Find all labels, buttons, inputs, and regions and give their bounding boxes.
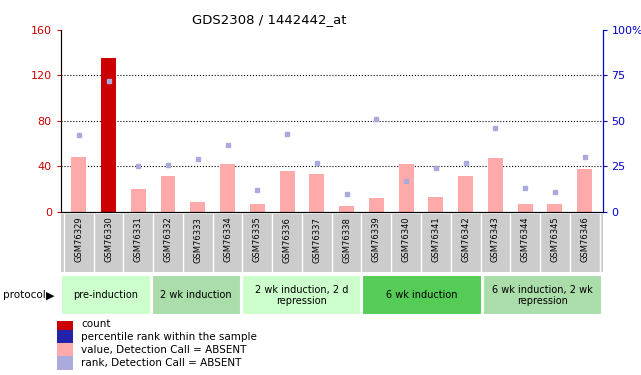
Text: protocol: protocol [3, 290, 46, 300]
Text: GSM76333: GSM76333 [194, 217, 203, 262]
Text: GSM76340: GSM76340 [402, 217, 411, 262]
Text: GSM76343: GSM76343 [491, 217, 500, 262]
Text: GSM76344: GSM76344 [520, 217, 529, 262]
Text: GDS2308 / 1442442_at: GDS2308 / 1442442_at [192, 13, 347, 26]
Bar [152, 276, 241, 315]
Text: GSM76335: GSM76335 [253, 217, 262, 262]
Bar [483, 276, 602, 315]
Bar [57, 356, 72, 370]
Bar [458, 176, 473, 212]
Text: pre-induction: pre-induction [74, 290, 138, 300]
Bar [220, 164, 235, 212]
Bar [369, 198, 384, 212]
Text: GSM76331: GSM76331 [134, 217, 143, 262]
Text: GSM76334: GSM76334 [223, 217, 232, 262]
Bar [488, 159, 503, 212]
Bar [362, 276, 481, 315]
Bar [71, 158, 86, 212]
Text: GSM76339: GSM76339 [372, 217, 381, 262]
Text: GSM76329: GSM76329 [74, 217, 83, 262]
Bar [518, 204, 533, 212]
Text: GSM76336: GSM76336 [283, 217, 292, 262]
Bar [242, 276, 362, 315]
Text: rank, Detection Call = ABSENT: rank, Detection Call = ABSENT [81, 358, 242, 368]
Text: GSM76345: GSM76345 [551, 217, 560, 262]
Bar [399, 164, 413, 212]
Text: 2 wk induction: 2 wk induction [160, 290, 232, 300]
Bar [131, 189, 146, 212]
Bar [339, 206, 354, 212]
Bar [57, 343, 72, 357]
Text: value, Detection Call = ABSENT: value, Detection Call = ABSENT [81, 345, 247, 355]
Text: percentile rank within the sample: percentile rank within the sample [81, 332, 257, 342]
Bar [250, 204, 265, 212]
Bar [57, 330, 72, 344]
Bar [547, 204, 562, 212]
Text: count: count [81, 319, 111, 328]
Bar [57, 316, 72, 331]
Text: 6 wk induction: 6 wk induction [387, 290, 458, 300]
Bar [428, 197, 444, 212]
Bar [578, 169, 592, 212]
Text: GSM76332: GSM76332 [163, 217, 172, 262]
Text: GSM76346: GSM76346 [580, 217, 589, 262]
Text: GSM76342: GSM76342 [461, 217, 470, 262]
Bar [279, 171, 294, 212]
Text: GSM76330: GSM76330 [104, 217, 113, 262]
Text: GSM76337: GSM76337 [312, 217, 321, 262]
Text: GSM76338: GSM76338 [342, 217, 351, 262]
Text: ▶: ▶ [46, 290, 54, 300]
Text: 2 wk induction, 2 d
repression: 2 wk induction, 2 d repression [255, 285, 348, 306]
Bar [190, 202, 205, 212]
Text: 6 wk induction, 2 wk
repression: 6 wk induction, 2 wk repression [492, 285, 593, 306]
Bar [101, 58, 116, 212]
Bar [161, 176, 176, 212]
Text: GSM76341: GSM76341 [431, 217, 440, 262]
Bar [310, 174, 324, 212]
Bar [62, 276, 151, 315]
